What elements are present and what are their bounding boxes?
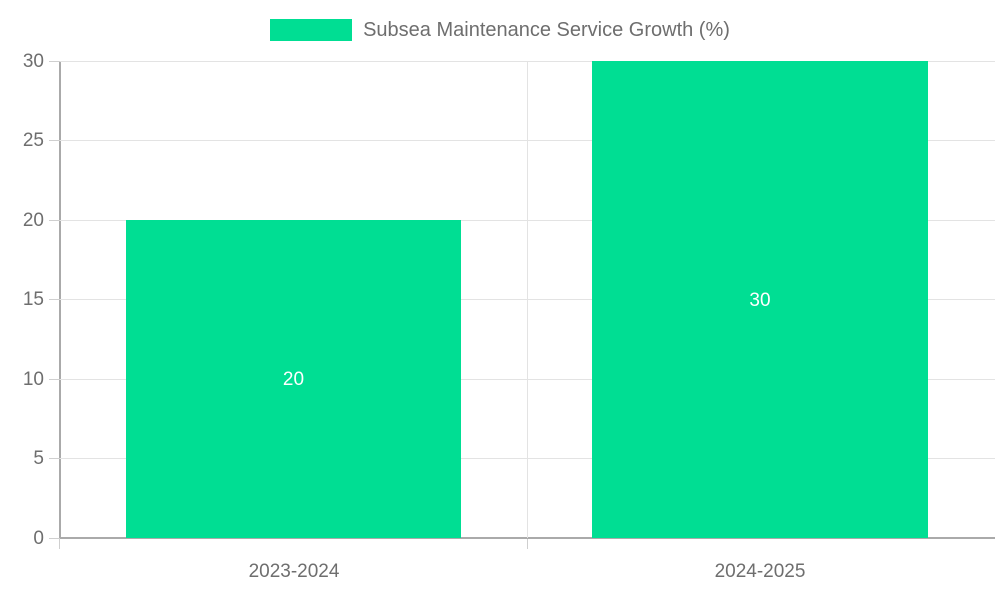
y-axis-tick [49, 538, 60, 539]
y-axis-tick-label: 25 [22, 130, 44, 151]
x-axis-line [60, 537, 995, 539]
x-axis-category-label: 2023-2024 [248, 561, 340, 582]
chart-legend: Subsea Maintenance Service Growth (%) [0, 0, 1000, 60]
bar-2023-2024[interactable] [126, 220, 461, 538]
bar-value-label: 20 [282, 369, 305, 390]
legend-item-label: Subsea Maintenance Service Growth (%) [363, 19, 730, 41]
x-axis-tick [59, 539, 60, 549]
legend-item-subsea-maintenance-service-growth[interactable]: Subsea Maintenance Service Growth (%) [270, 19, 730, 41]
y-axis-tick [49, 379, 60, 380]
x-axis-tick [527, 539, 528, 549]
y-axis-tick-label: 5 [33, 448, 44, 469]
y-axis-tick [49, 458, 60, 459]
y-axis-tick-label: 15 [22, 289, 44, 310]
y-axis-tick-label: 0 [33, 528, 44, 549]
gridline-vertical [527, 61, 528, 538]
legend-color-swatch-icon [270, 19, 353, 41]
y-axis-tick [49, 61, 60, 62]
y-axis-tick [49, 299, 60, 300]
y-axis-line [59, 61, 61, 539]
y-axis-tick [49, 220, 60, 221]
bar-value-label: 30 [749, 289, 771, 311]
y-axis-tick-label: 20 [22, 210, 44, 231]
y-axis-tick [49, 140, 60, 141]
plot-area: 20 30 [60, 61, 995, 538]
x-axis-category-label: 2024-2025 [714, 561, 806, 582]
bar-2024-2025[interactable] [592, 61, 928, 538]
y-axis-tick-label: 10 [22, 369, 44, 390]
